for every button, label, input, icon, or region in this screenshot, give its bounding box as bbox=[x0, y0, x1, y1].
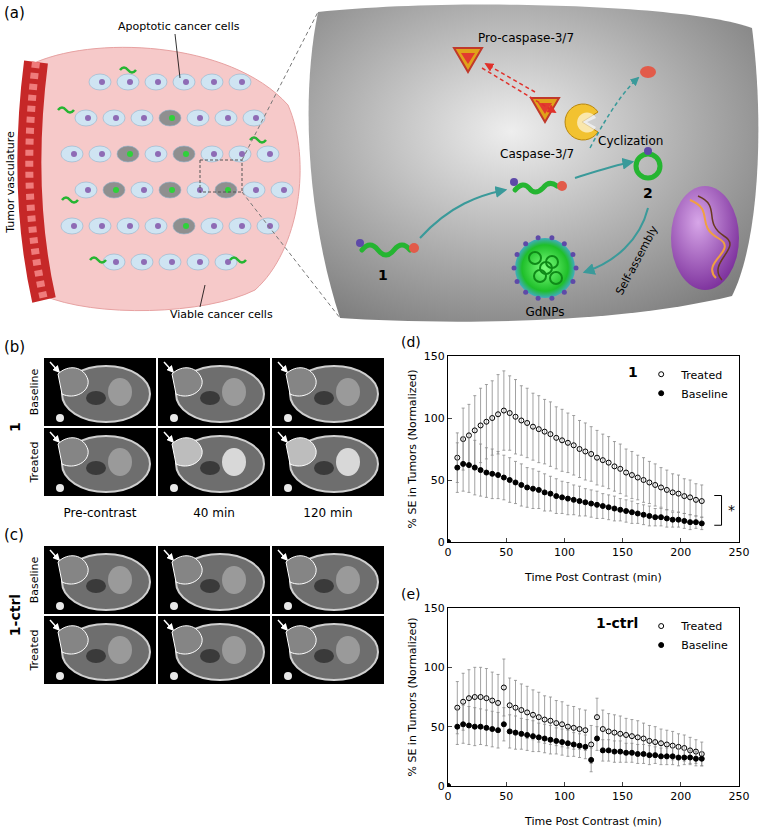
svg-text:Treated: Treated bbox=[28, 442, 41, 484]
svg-text:250: 250 bbox=[729, 790, 750, 803]
svg-text:Time Post Contrast (min): Time Post Contrast (min) bbox=[524, 815, 662, 828]
svg-text:150: 150 bbox=[612, 790, 633, 803]
svg-text:200: 200 bbox=[670, 546, 691, 559]
svg-text:150: 150 bbox=[424, 602, 445, 615]
svg-text:1: 1 bbox=[378, 267, 388, 283]
svg-text:0: 0 bbox=[445, 546, 452, 559]
svg-text:50: 50 bbox=[499, 790, 513, 803]
svg-text:100: 100 bbox=[554, 790, 575, 803]
svg-text:1: 1 bbox=[628, 364, 638, 380]
svg-text:40 min: 40 min bbox=[193, 506, 235, 520]
svg-text:GdNPs: GdNPs bbox=[525, 305, 564, 319]
svg-text:100: 100 bbox=[424, 661, 445, 674]
svg-text:1: 1 bbox=[7, 422, 23, 432]
svg-text:(c): (c) bbox=[4, 526, 24, 544]
svg-text:Baseline: Baseline bbox=[28, 368, 41, 415]
svg-text:Pre-contrast: Pre-contrast bbox=[64, 506, 137, 520]
svg-text:100: 100 bbox=[424, 412, 445, 425]
svg-text:Apoptotic cancer cells: Apoptotic cancer cells bbox=[118, 20, 240, 33]
svg-text:1-ctrl: 1-ctrl bbox=[596, 615, 638, 631]
svg-text:Time Post Contrast (min): Time Post Contrast (min) bbox=[524, 571, 662, 584]
svg-text:250: 250 bbox=[729, 546, 750, 559]
svg-text:120 min: 120 min bbox=[303, 506, 352, 520]
svg-text:Cyclization: Cyclization bbox=[598, 134, 663, 148]
svg-text:Caspase-3/7: Caspase-3/7 bbox=[500, 147, 574, 161]
svg-text:Treated: Treated bbox=[680, 620, 722, 633]
svg-text:Treated: Treated bbox=[680, 369, 722, 382]
svg-text:% SE in Tumors (Normalized): % SE in Tumors (Normalized) bbox=[406, 617, 419, 776]
svg-text:% SE in Tumors (Normalized): % SE in Tumors (Normalized) bbox=[406, 369, 419, 528]
svg-text:*: * bbox=[728, 502, 735, 518]
svg-text:0: 0 bbox=[445, 790, 452, 803]
svg-text:Baseline: Baseline bbox=[681, 639, 728, 652]
svg-text:Pro-caspase-3/7: Pro-caspase-3/7 bbox=[478, 31, 574, 45]
svg-text:0: 0 bbox=[438, 780, 445, 793]
svg-text:(d): (d) bbox=[401, 334, 421, 350]
svg-text:100: 100 bbox=[554, 546, 575, 559]
svg-text:200: 200 bbox=[670, 790, 691, 803]
svg-text:Baseline: Baseline bbox=[28, 556, 41, 603]
svg-text:Self-assembly: Self-assembly bbox=[613, 223, 661, 297]
svg-text:(e): (e) bbox=[401, 586, 421, 602]
svg-text:50: 50 bbox=[499, 546, 513, 559]
svg-text:2: 2 bbox=[643, 185, 653, 201]
svg-text:Treated: Treated bbox=[28, 630, 41, 672]
svg-text:0: 0 bbox=[438, 536, 445, 549]
svg-text:(b): (b) bbox=[4, 338, 25, 356]
svg-text:Baseline: Baseline bbox=[681, 388, 728, 401]
svg-text:150: 150 bbox=[612, 546, 633, 559]
svg-text:1-ctrl: 1-ctrl bbox=[7, 594, 23, 636]
svg-text:50: 50 bbox=[431, 721, 445, 734]
svg-text:50: 50 bbox=[431, 474, 445, 487]
svg-text:Viable cancer cells: Viable cancer cells bbox=[170, 308, 273, 321]
svg-text:Tumor vasculature: Tumor vasculature bbox=[4, 131, 17, 234]
svg-text:150: 150 bbox=[424, 350, 445, 363]
svg-text:(a): (a) bbox=[4, 4, 25, 22]
